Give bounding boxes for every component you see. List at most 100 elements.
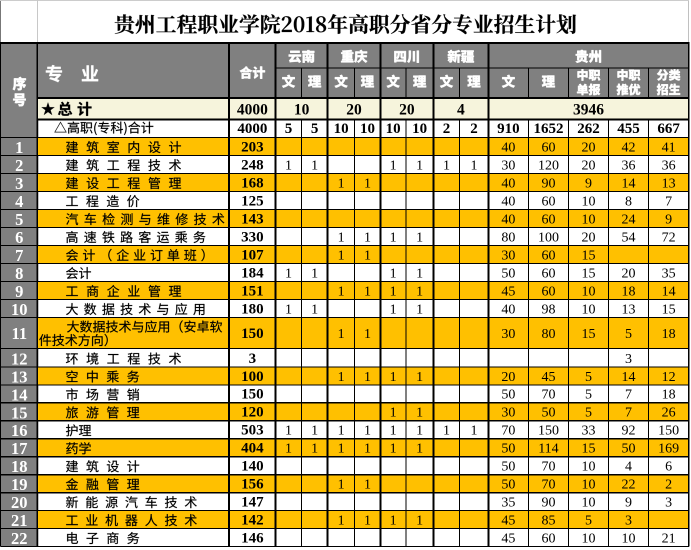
- svg-text:169: 169: [658, 442, 679, 457]
- svg-text:12: 12: [662, 370, 676, 385]
- svg-text:10: 10: [11, 300, 28, 319]
- svg-text:10: 10: [294, 102, 310, 119]
- svg-text:45: 45: [541, 370, 555, 385]
- svg-text:1: 1: [416, 266, 423, 281]
- svg-text:50: 50: [501, 388, 515, 403]
- svg-text:60: 60: [541, 194, 555, 209]
- svg-text:100: 100: [538, 230, 559, 245]
- svg-text:1: 1: [364, 442, 371, 457]
- svg-text:1: 1: [338, 327, 345, 342]
- svg-text:1: 1: [390, 302, 397, 317]
- svg-text:120: 120: [538, 158, 559, 173]
- svg-text:40: 40: [501, 302, 515, 317]
- svg-text:20: 20: [582, 230, 596, 245]
- svg-text:20: 20: [582, 158, 596, 173]
- svg-text:114: 114: [538, 442, 558, 457]
- svg-text:151: 151: [241, 283, 264, 299]
- svg-text:9: 9: [585, 176, 592, 191]
- svg-text:1: 1: [311, 158, 318, 173]
- svg-text:1: 1: [311, 442, 318, 457]
- svg-text:7: 7: [625, 388, 632, 403]
- svg-text:1652: 1652: [533, 121, 563, 137]
- svg-text:1: 1: [364, 424, 371, 439]
- svg-text:10: 10: [582, 495, 596, 510]
- svg-text:60: 60: [541, 248, 555, 263]
- svg-text:1: 1: [338, 477, 345, 492]
- svg-text:33: 33: [582, 424, 596, 439]
- svg-text:35: 35: [501, 495, 515, 510]
- svg-text:147: 147: [241, 494, 264, 510]
- svg-text:14: 14: [662, 284, 676, 299]
- svg-text:50: 50: [622, 442, 636, 457]
- svg-text:35: 35: [662, 266, 676, 281]
- svg-text:140: 140: [241, 459, 264, 475]
- svg-text:21: 21: [11, 511, 28, 530]
- svg-text:4: 4: [457, 102, 465, 119]
- svg-text:92: 92: [622, 424, 636, 439]
- svg-text:40: 40: [501, 176, 515, 191]
- svg-text:1: 1: [364, 513, 371, 528]
- svg-text:1: 1: [390, 513, 397, 528]
- svg-text:41: 41: [662, 140, 676, 155]
- svg-text:5: 5: [625, 327, 632, 342]
- svg-text:70: 70: [541, 388, 555, 403]
- svg-text:50: 50: [501, 442, 515, 457]
- svg-text:20: 20: [582, 140, 596, 155]
- svg-text:18: 18: [662, 327, 676, 342]
- svg-text:184: 184: [241, 265, 264, 281]
- svg-text:13: 13: [11, 367, 28, 386]
- svg-text:5: 5: [585, 388, 592, 403]
- svg-text:1: 1: [364, 327, 371, 342]
- svg-text:455: 455: [617, 121, 640, 137]
- svg-text:40: 40: [501, 140, 515, 155]
- svg-text:50: 50: [501, 266, 515, 281]
- svg-text:1: 1: [390, 370, 397, 385]
- svg-text:1: 1: [390, 424, 397, 439]
- svg-text:8: 8: [625, 194, 632, 209]
- svg-text:150: 150: [538, 424, 559, 439]
- svg-text:90: 90: [541, 176, 555, 191]
- svg-text:1: 1: [338, 284, 345, 299]
- svg-text:1: 1: [311, 302, 318, 317]
- svg-text:1: 1: [443, 158, 450, 173]
- svg-text:15: 15: [582, 266, 596, 281]
- svg-text:1: 1: [364, 284, 371, 299]
- svg-text:1: 1: [470, 424, 477, 439]
- svg-text:125: 125: [241, 193, 264, 209]
- svg-text:503: 503: [241, 423, 264, 439]
- svg-text:22: 22: [11, 529, 28, 548]
- svg-text:1: 1: [338, 442, 345, 457]
- svg-text:80: 80: [501, 230, 515, 245]
- svg-text:4: 4: [15, 192, 23, 211]
- svg-text:45: 45: [501, 513, 515, 528]
- svg-text:10: 10: [622, 531, 636, 546]
- svg-text:3: 3: [665, 495, 672, 510]
- svg-text:1: 1: [364, 370, 371, 385]
- svg-text:168: 168: [241, 175, 264, 191]
- svg-text:2: 2: [665, 477, 672, 492]
- svg-text:1: 1: [364, 248, 371, 263]
- svg-text:156: 156: [241, 476, 264, 492]
- svg-text:5: 5: [585, 406, 592, 421]
- svg-text:1: 1: [285, 266, 292, 281]
- svg-text:15: 15: [582, 248, 596, 263]
- svg-text:50: 50: [541, 406, 555, 421]
- svg-text:1: 1: [311, 424, 318, 439]
- svg-text:10: 10: [582, 531, 596, 546]
- svg-text:45: 45: [501, 284, 515, 299]
- svg-text:60: 60: [541, 140, 555, 155]
- svg-text:40: 40: [501, 212, 515, 227]
- svg-text:20: 20: [346, 102, 362, 119]
- svg-text:203: 203: [241, 139, 264, 155]
- svg-text:30: 30: [501, 248, 515, 263]
- svg-text:1: 1: [416, 442, 423, 457]
- svg-text:1: 1: [285, 424, 292, 439]
- svg-text:107: 107: [241, 247, 264, 263]
- svg-text:18: 18: [11, 457, 28, 476]
- svg-text:20: 20: [11, 493, 28, 512]
- svg-text:1: 1: [416, 370, 423, 385]
- svg-text:72: 72: [662, 230, 676, 245]
- svg-text:7: 7: [665, 194, 672, 209]
- svg-text:1: 1: [364, 230, 371, 245]
- svg-text:10: 10: [360, 121, 375, 137]
